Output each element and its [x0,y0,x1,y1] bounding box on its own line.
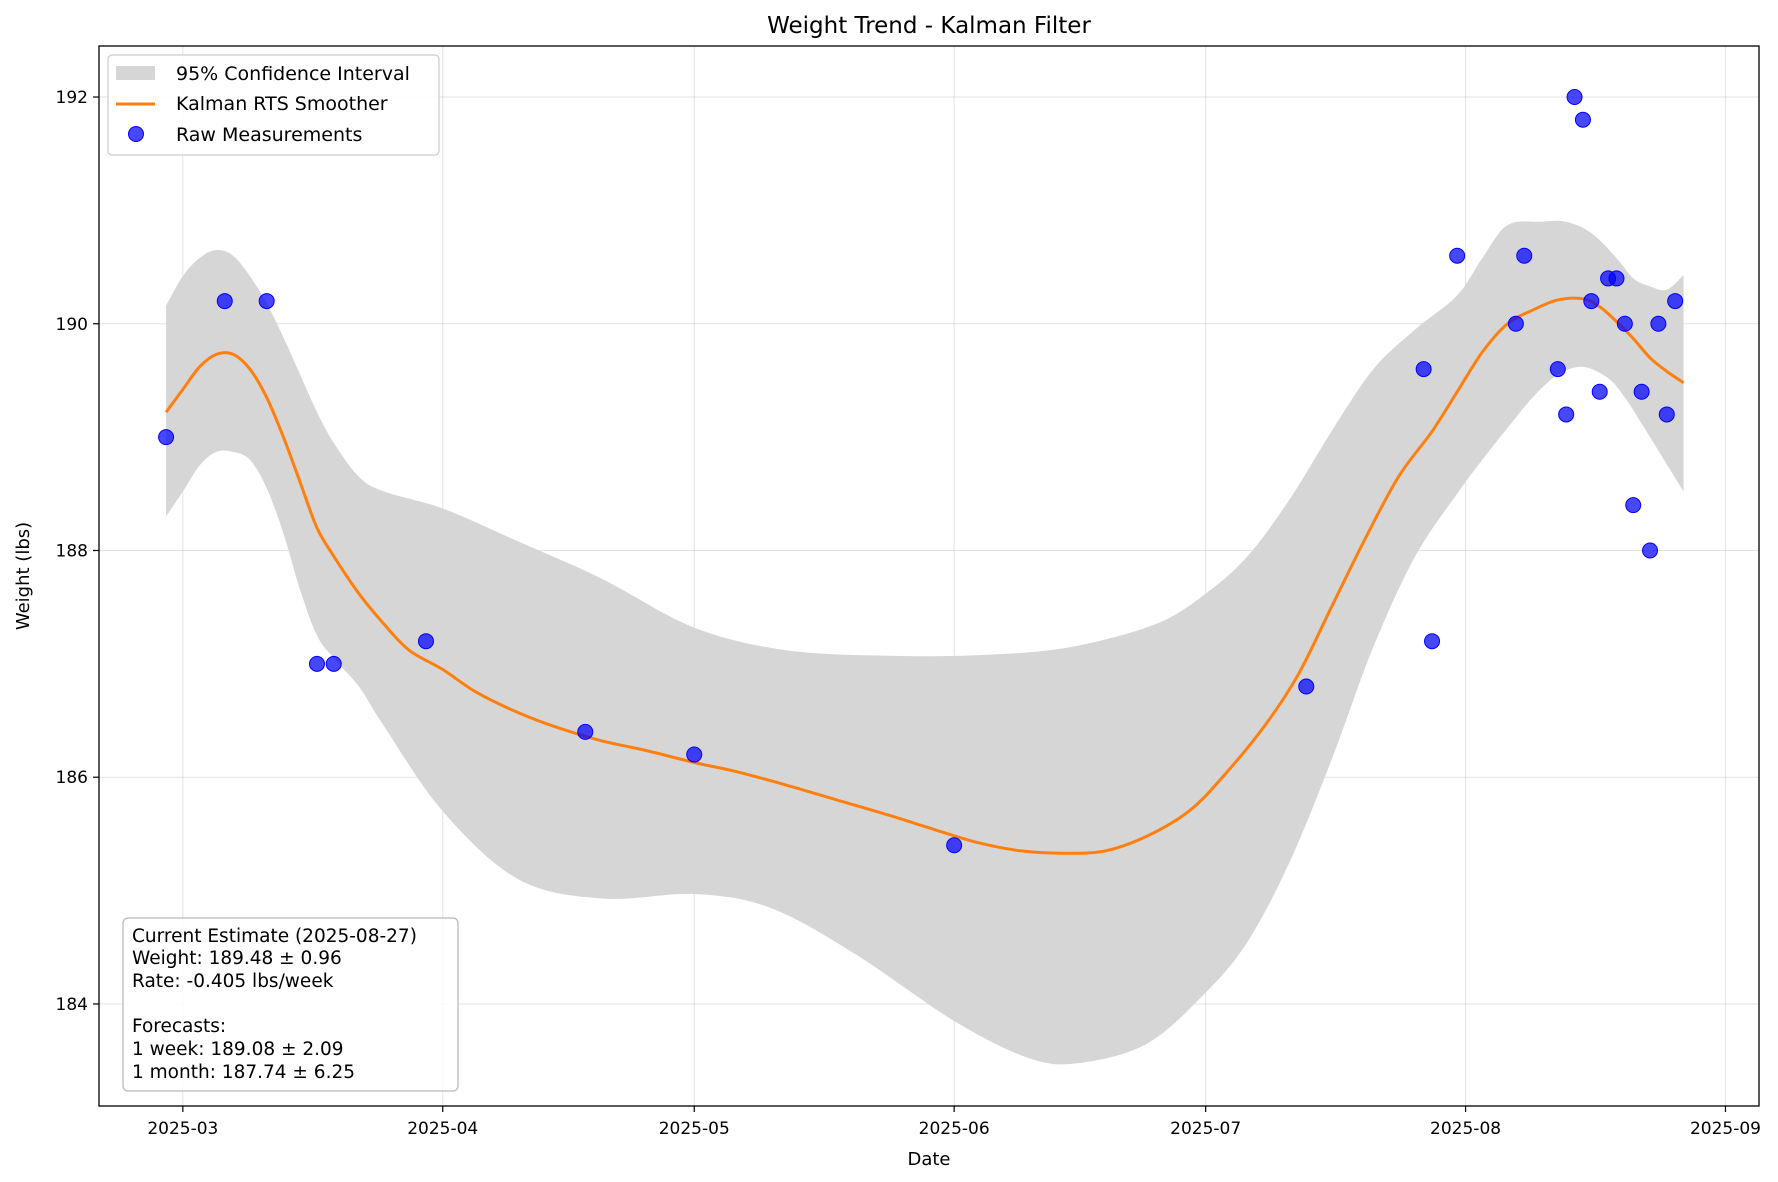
y-tick-label: 184 [56,995,88,1015]
raw-measurement-point [1642,542,1659,559]
y-tick-label: 192 [56,88,88,108]
x-axis: 2025-03 2025-04 2025-05 2025-06 2025-07 2025-… [147,1106,1761,1139]
forecast-1-week: 1 week: 189.08 ± 2.09 [132,1039,344,1060]
raw-measurement-point [308,655,325,672]
estimate-line-3: Rate: -0.405 lbs/week [132,971,334,992]
raw-measurement-point [1591,383,1608,400]
plot-frame [98,45,1760,1107]
raw-measurement-point [1616,315,1633,332]
y-tick-label: 186 [56,768,88,788]
x-tick-label: 2025-09 [1690,1119,1761,1139]
y-axis-title: Weight (lbs) [13,522,34,630]
raw-measurement-point [1650,315,1667,332]
legend-box [107,54,440,156]
raw-measurement-point [158,429,175,446]
raw-measurement-point [686,746,703,763]
raw-measurement-point [1516,247,1533,264]
legend-point-swatch [128,126,144,142]
legend-band-swatch [116,66,155,80]
legend-label-confidence: 95% Confidence Interval [176,63,410,85]
raw-measurement-point [216,293,233,310]
x-tick-label: 2025-04 [407,1119,478,1139]
chart-title: Weight Trend - Kalman Filter [767,13,1091,39]
estimate-line-1: Current Estimate (2025-08-27) [132,926,417,947]
raw-measurement-point [1549,361,1566,378]
x-tick-label: 2025-07 [1170,1119,1241,1139]
raw-measurement-point [1298,678,1315,695]
raw-measurement-point [1667,293,1684,310]
raw-measurement-point [577,723,594,740]
forecasts-heading: Forecasts: [132,1016,226,1037]
legend-label-smoother: Kalman RTS Smoother [176,93,388,115]
raw-measurement-point [1566,89,1583,106]
raw-measurement-point [325,655,342,672]
estimate-line-2: Weight: 189.48 ± 0.96 [132,948,342,969]
raw-measurement-point [1583,293,1600,310]
legend-label-measurements: Raw Measurements [176,124,362,146]
x-axis-title: Date [907,1149,950,1170]
y-tick-label: 188 [56,541,88,561]
x-tick-label: 2025-03 [147,1119,218,1139]
kalman-smoother-line [164,296,1685,855]
raw-measurement-point [1558,406,1575,423]
x-tick-label: 2025-08 [1430,1119,1501,1139]
forecast-1-month: 1 month: 187.74 ± 6.25 [132,1062,355,1083]
raw-measurement-point [1633,383,1650,400]
raw-measurement-point [258,293,275,310]
x-tick-label: 2025-06 [919,1119,990,1139]
raw-measurement-point [1625,497,1642,514]
raw-measurement-point [1424,633,1441,650]
y-tick-label: 190 [56,315,88,335]
confidence-interval-band [166,220,1684,1065]
raw-measurement-point [1449,247,1466,264]
raw-measurements-points [158,89,1684,854]
raw-measurement-point [1658,406,1675,423]
raw-measurement-point [946,837,963,854]
y-axis: 184 186 188 190 192 [56,88,99,1015]
raw-measurement-point [1574,111,1591,128]
raw-measurement-point [1507,315,1524,332]
legend: 95% Confidence Interval Kalman RTS Smoot… [107,54,440,156]
raw-measurement-point [1415,361,1432,378]
raw-measurement-point [1608,270,1625,287]
x-tick-label: 2025-05 [659,1119,730,1139]
raw-measurement-point [417,633,434,650]
current-estimate-box: Current Estimate (2025-08-27) Weight: 18… [122,917,459,1092]
current-estimate-frame [122,917,459,1092]
